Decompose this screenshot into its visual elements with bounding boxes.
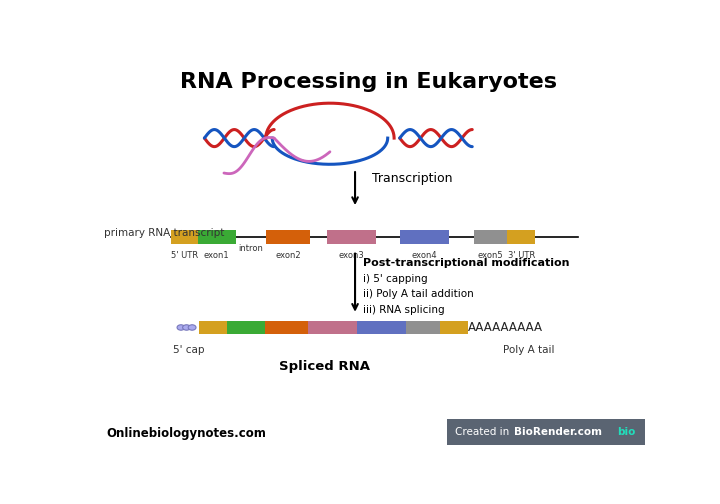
Text: RNA Processing in Eukaryotes: RNA Processing in Eukaryotes <box>181 72 557 92</box>
Text: Onlinebiologynotes.com: Onlinebiologynotes.com <box>107 426 266 439</box>
Text: iii) RNA splicing: iii) RNA splicing <box>364 305 445 315</box>
Circle shape <box>188 325 196 330</box>
Text: exon5: exon5 <box>478 250 503 260</box>
Text: primary RNA transcript: primary RNA transcript <box>104 228 225 238</box>
Bar <box>406 321 440 334</box>
Bar <box>357 321 406 334</box>
Bar <box>227 321 265 334</box>
Text: Created in: Created in <box>456 427 513 437</box>
Text: Spliced RNA: Spliced RNA <box>279 360 370 373</box>
Bar <box>171 230 198 243</box>
Bar <box>447 419 645 445</box>
Bar <box>508 230 535 243</box>
Text: Post-transcriptional modification: Post-transcriptional modification <box>364 259 570 269</box>
Bar <box>265 321 308 334</box>
Bar <box>327 230 377 243</box>
Circle shape <box>177 325 185 330</box>
Text: exon1: exon1 <box>204 250 230 260</box>
Bar <box>266 230 310 243</box>
Circle shape <box>183 325 191 330</box>
Text: 5' UTR: 5' UTR <box>171 250 198 260</box>
Text: exon4: exon4 <box>411 250 437 260</box>
Text: AAAAAAAAA: AAAAAAAAA <box>468 321 544 334</box>
Text: BioRender.com: BioRender.com <box>514 427 602 437</box>
Text: bio: bio <box>618 427 636 437</box>
Text: intron: intron <box>238 244 264 253</box>
Bar <box>199 321 227 334</box>
Text: ii) Poly A tail addition: ii) Poly A tail addition <box>364 289 474 299</box>
Text: exon3: exon3 <box>339 250 364 260</box>
Bar <box>400 230 449 243</box>
Text: Transcription: Transcription <box>372 172 452 185</box>
Text: exon2: exon2 <box>275 250 301 260</box>
Bar <box>198 230 235 243</box>
Bar <box>308 321 357 334</box>
Text: 5' cap: 5' cap <box>173 345 204 354</box>
Bar <box>474 230 508 243</box>
Text: 3' UTR: 3' UTR <box>508 250 535 260</box>
Text: Poly A tail: Poly A tail <box>503 345 554 354</box>
Bar <box>440 321 468 334</box>
Text: i) 5' capping: i) 5' capping <box>364 274 428 284</box>
